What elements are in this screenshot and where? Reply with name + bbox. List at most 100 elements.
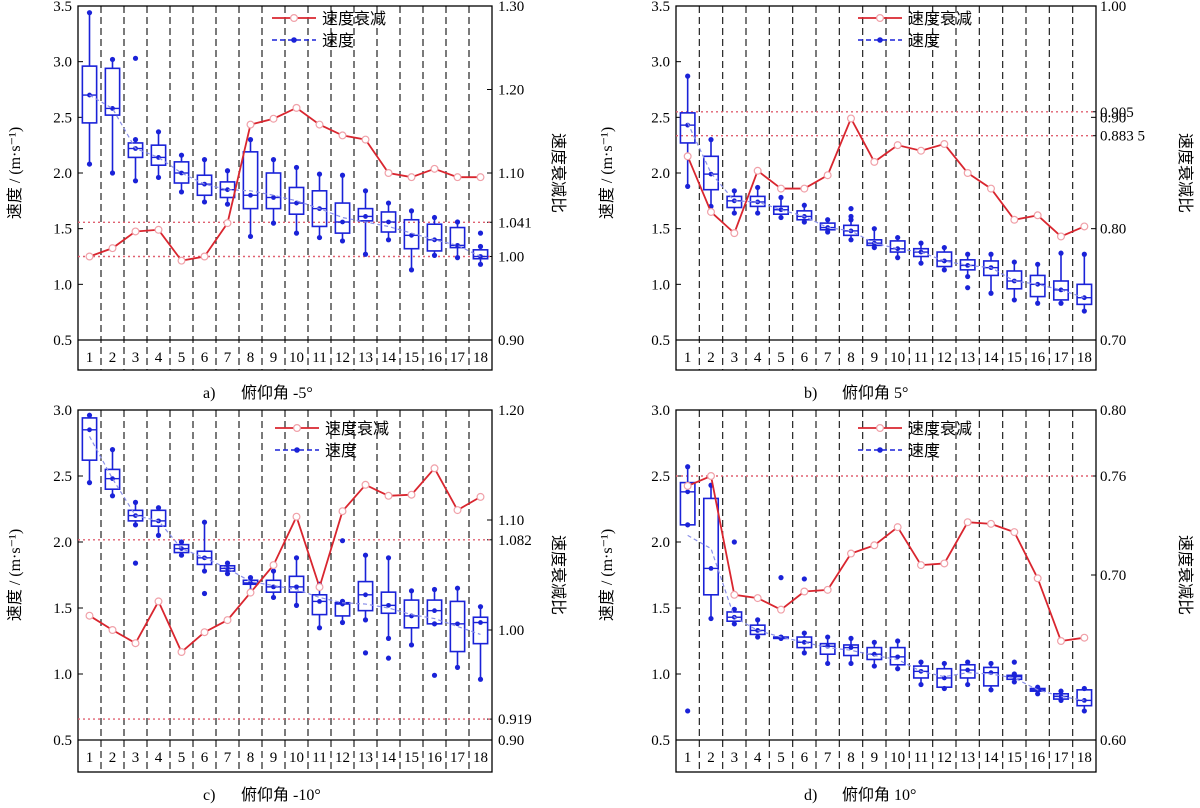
category-label: 4: [754, 750, 762, 766]
box-max-point: [316, 171, 323, 177]
decay-point: [177, 647, 186, 656]
box-min-point: [941, 267, 947, 273]
decay-point: [407, 490, 416, 499]
y-left-tick-label: 0.5: [651, 333, 670, 349]
y-right-tick-label: 0.90: [498, 733, 524, 749]
box-median-point: [340, 219, 345, 225]
box-min-point: [918, 681, 924, 688]
category-label: 7: [224, 750, 232, 766]
speed-box: [81, 10, 98, 167]
legend-speed-marker: [294, 447, 300, 453]
speed-box: [982, 251, 1000, 296]
box-min-point: [385, 237, 392, 243]
box-min-point: [895, 666, 901, 672]
outlier-point: [1011, 659, 1017, 665]
speed-box: [819, 217, 836, 235]
box-median-point: [895, 246, 901, 252]
decay-point: [823, 171, 832, 180]
category-label: 9: [871, 750, 879, 766]
box-median-point: [708, 566, 714, 571]
box-min-point: [201, 568, 208, 574]
box-min-point: [270, 220, 277, 226]
box-iqr: [936, 251, 953, 268]
speed-box: [726, 188, 743, 216]
box-max-point: [201, 157, 208, 163]
speed-box: [334, 538, 351, 626]
speed-box: [772, 194, 790, 221]
box-min-point: [224, 201, 231, 207]
box-median-point: [110, 106, 115, 111]
category-label: 5: [777, 350, 785, 366]
box-max-point: [825, 634, 831, 640]
category-label: 16: [1030, 750, 1046, 766]
outlier-point: [685, 708, 691, 714]
y-left-tick-label: 1.0: [53, 667, 72, 683]
speed-series-line: [687, 534, 1085, 701]
box-iqr: [357, 580, 374, 612]
speed-box: [288, 555, 305, 608]
category-label: 17: [450, 750, 466, 766]
speed-box: [104, 447, 121, 499]
outlier-point: [132, 55, 139, 61]
outlier-point: [339, 538, 346, 544]
decay-point: [476, 173, 485, 182]
decay-point: [1033, 574, 1042, 583]
box-iqr: [702, 155, 720, 191]
box-min-point: [755, 210, 761, 216]
box-min-point: [871, 663, 877, 669]
speed-box: [311, 171, 328, 241]
decay-point: [776, 184, 785, 193]
box-iqr: [357, 207, 374, 222]
box-median-point: [271, 195, 276, 200]
speed-box: [104, 56, 121, 176]
category-label: 10: [890, 750, 905, 766]
box-max-point: [1011, 259, 1017, 265]
speed-box: [288, 164, 305, 236]
box-min-point: [431, 252, 438, 258]
speed-box: [219, 168, 236, 207]
box-max-point: [86, 10, 93, 16]
decay-point: [986, 519, 995, 528]
speed-box: [449, 219, 466, 261]
box-max-point: [362, 188, 369, 194]
speed-box: [889, 638, 906, 672]
category-label: 13: [358, 750, 373, 766]
outlier-point: [385, 655, 392, 661]
decay-point: [246, 588, 255, 597]
decay-point: [916, 561, 925, 570]
y-right-tick-label: 1.041: [498, 215, 532, 231]
decay-point: [870, 157, 879, 166]
decay-series-line: [89, 466, 481, 654]
category-label: 9: [871, 350, 879, 366]
category-label: 1: [684, 750, 692, 766]
box-iqr: [311, 593, 328, 616]
box-max-point: [778, 194, 784, 201]
box-median-point: [87, 427, 92, 433]
box-max-point: [270, 157, 277, 163]
y-left-tick-label: 3.0: [53, 55, 72, 71]
y-left-tick-label: 3.0: [651, 55, 670, 71]
y-right-tick-label: 1.20: [498, 403, 524, 419]
category-label: 2: [707, 350, 715, 366]
box-max-point: [871, 639, 877, 645]
y-right-axis-title: 速度衰减比: [1176, 133, 1194, 213]
box-min-point: [224, 571, 231, 577]
box-min-point: [385, 635, 392, 641]
category-label: 3: [731, 350, 739, 366]
box-max-point: [132, 137, 139, 143]
decay-point: [1010, 215, 1019, 224]
box-min-point: [731, 210, 737, 216]
category-label: 8: [247, 350, 255, 366]
category-label: 3: [132, 750, 140, 766]
plot-frame: [675, 409, 1097, 773]
y-left-tick-label: 1.5: [53, 601, 72, 617]
box-min-point: [293, 602, 300, 608]
box-median-point: [848, 645, 854, 650]
decay-point: [893, 141, 902, 150]
decay-point: [706, 472, 715, 481]
box-min-point: [1035, 300, 1041, 306]
decay-point: [823, 585, 832, 594]
box-iqr: [1076, 283, 1093, 306]
box-min-point: [708, 615, 714, 622]
category-label: 3: [731, 750, 739, 766]
